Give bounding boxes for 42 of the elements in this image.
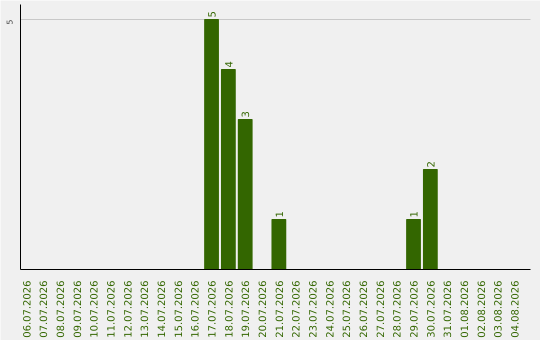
data-label: 4	[224, 61, 236, 68]
x-tick-label: 21.07.2026	[274, 280, 286, 338]
x-tick-label: 06.07.2026	[22, 280, 34, 338]
x-tick-label: 22.07.2026	[292, 280, 303, 338]
x-tick-label: 16.07.2026	[190, 280, 202, 338]
data-label: 1	[410, 211, 421, 218]
x-tick-label: 08.07.2026	[56, 280, 68, 338]
x-tick-label: 12.07.2026	[123, 280, 134, 338]
x-tick-label: 28.07.2026	[392, 280, 404, 338]
data-label: 2	[426, 161, 438, 168]
data-label: 1	[274, 211, 286, 218]
data-label: 5	[208, 11, 219, 18]
x-tick-label: 07.07.2026	[39, 280, 50, 338]
x-tick-label: 19.07.2026	[241, 280, 252, 338]
bar	[238, 119, 253, 270]
x-tick-label: 20.07.2026	[258, 280, 270, 338]
x-tick-label: 26.07.2026	[359, 280, 370, 338]
x-tick-label: 30.07.2026	[426, 280, 438, 338]
x-tick-label: 29.07.2026	[410, 280, 421, 338]
x-tick-label: 01.08.2026	[460, 280, 472, 338]
x-tick-label: 27.07.2026	[376, 280, 387, 338]
x-tick-label: 14.07.2026	[157, 280, 168, 338]
x-tick-label: 10.07.2026	[90, 280, 101, 338]
bar	[220, 69, 236, 270]
bar	[204, 19, 219, 270]
x-tick-label: 25.07.2026	[342, 280, 354, 338]
x-tick-label: 31.07.2026	[443, 280, 454, 338]
x-tick-label: 15.07.2026	[174, 280, 185, 338]
data-label: 3	[241, 111, 252, 118]
x-tick-label: 03.08.2026	[494, 280, 505, 338]
x-tick-label: 02.08.2026	[476, 280, 488, 338]
x-tick-label: 04.08.2026	[510, 280, 522, 338]
x-tick-label: 11.07.2026	[106, 280, 118, 338]
x-tick-label: 13.07.2026	[140, 280, 152, 338]
x-tick-label: 24.07.2026	[325, 280, 336, 338]
bar	[271, 219, 286, 270]
x-tick-label: 09.07.2026	[72, 280, 84, 338]
x-tick-label: 23.07.2026	[308, 280, 320, 338]
x-tick-label: 18.07.2026	[224, 280, 236, 338]
x-tick-label: 17.07.2026	[208, 280, 219, 338]
bar	[422, 169, 438, 270]
bar	[406, 219, 421, 270]
